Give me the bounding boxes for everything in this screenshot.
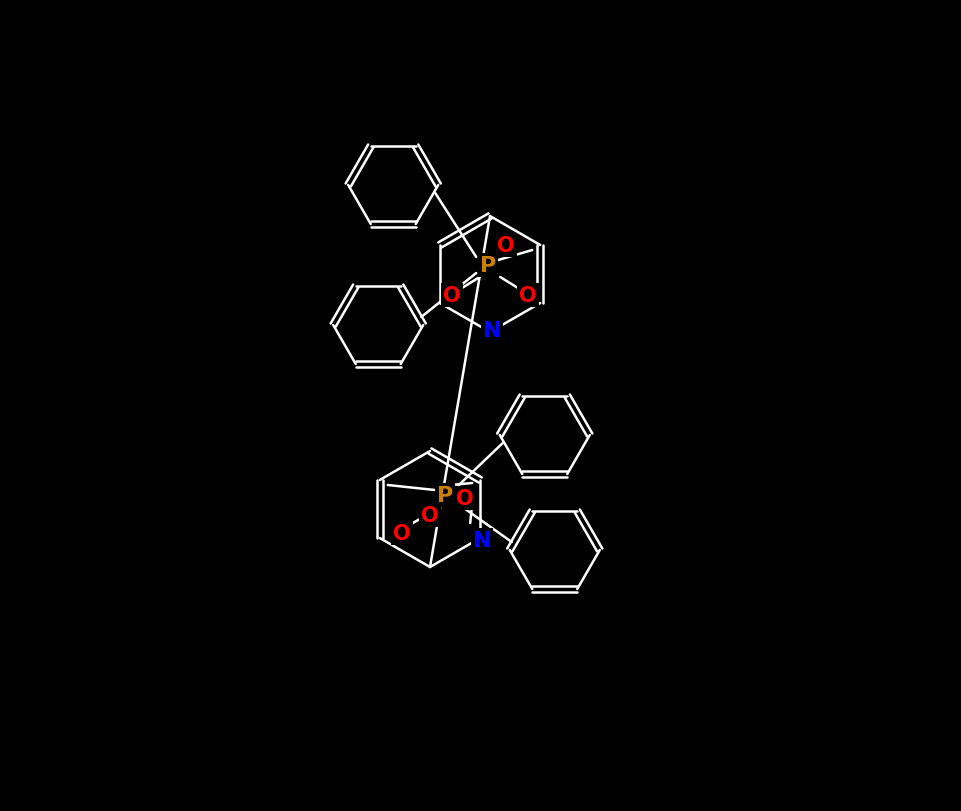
Text: O: O: [498, 236, 515, 255]
Text: O: O: [421, 505, 438, 526]
Text: O: O: [519, 285, 537, 306]
Text: N: N: [473, 530, 491, 551]
Text: P: P: [436, 486, 453, 505]
Text: O: O: [393, 523, 410, 543]
Text: O: O: [456, 488, 474, 508]
Text: P: P: [480, 255, 496, 276]
Text: N: N: [482, 320, 502, 341]
Text: O: O: [443, 285, 460, 306]
